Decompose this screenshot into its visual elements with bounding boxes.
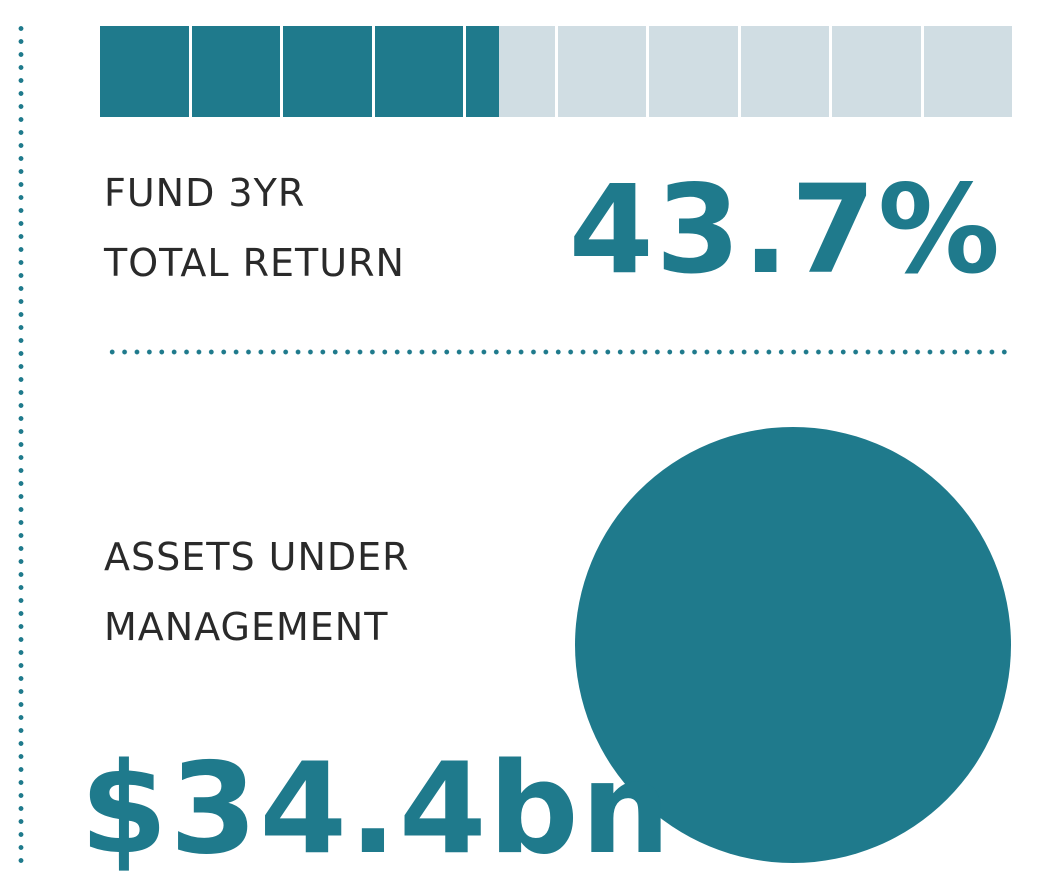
return-progress-bar	[100, 26, 1012, 117]
progress-segment	[375, 26, 466, 117]
progress-segments	[100, 26, 1012, 117]
fund-return-value: 43.7%	[568, 159, 1002, 301]
progress-segment	[649, 26, 741, 117]
assets-label: ASSETS UNDER MANAGEMENT	[104, 522, 410, 662]
assets-label-line1: ASSETS UNDER	[104, 535, 410, 579]
progress-segment	[741, 26, 832, 117]
progress-segment	[924, 26, 1013, 117]
fund-return-label-line1: FUND 3YR	[104, 171, 306, 215]
assets-label-line2: MANAGEMENT	[104, 605, 389, 649]
fund-return-label-line2: TOTAL RETURN	[104, 241, 405, 285]
progress-segment	[100, 26, 192, 117]
progress-segment	[466, 26, 558, 117]
progress-segment	[192, 26, 283, 117]
assets-value: $34.4bn	[80, 735, 673, 882]
return-progress-fill	[100, 26, 499, 117]
progress-segment	[558, 26, 649, 117]
fund-return-label: FUND 3YR TOTAL RETURN	[104, 158, 405, 298]
vertical-dotted-divider	[18, 22, 24, 864]
horizontal-dotted-divider	[106, 349, 1012, 355]
progress-segment	[832, 26, 924, 117]
progress-segment	[283, 26, 375, 117]
assets-circle-graphic	[575, 427, 1011, 863]
